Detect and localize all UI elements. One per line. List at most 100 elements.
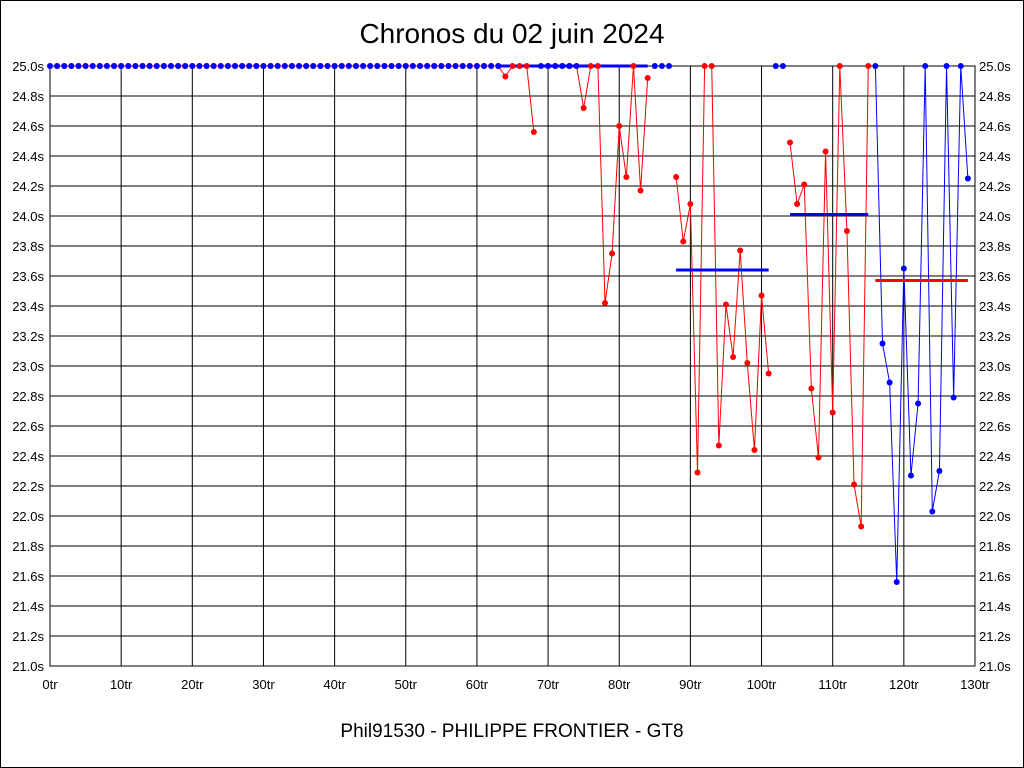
data-point bbox=[402, 63, 409, 69]
data-point bbox=[907, 472, 914, 479]
data-point bbox=[758, 292, 765, 299]
y-tick-label-left: 24.0s bbox=[12, 209, 44, 224]
data-point bbox=[89, 63, 96, 69]
data-point bbox=[360, 63, 367, 69]
data-point bbox=[466, 63, 473, 69]
data-point bbox=[516, 63, 523, 69]
chart-footer: Phil91530 - PHILIPPE FRONTIER - GT8 bbox=[340, 721, 684, 742]
y-tick-label-left: 21.4s bbox=[12, 599, 44, 614]
series-line bbox=[548, 65, 649, 304]
data-point bbox=[708, 63, 715, 69]
data-point bbox=[374, 63, 381, 69]
y-tick-label-left: 23.8s bbox=[12, 239, 44, 254]
data-point bbox=[502, 73, 509, 80]
series-line bbox=[874, 65, 969, 583]
data-point bbox=[865, 63, 872, 69]
y-tick-label-right: 22.6s bbox=[979, 419, 1011, 434]
data-point bbox=[338, 63, 345, 69]
data-point bbox=[388, 63, 395, 69]
data-point bbox=[765, 370, 772, 377]
data-point bbox=[523, 63, 530, 69]
data-point bbox=[324, 63, 331, 69]
y-tick-label-right: 21.8s bbox=[979, 539, 1011, 554]
y-tick-label-right: 24.2s bbox=[979, 179, 1011, 194]
data-point bbox=[96, 63, 103, 69]
data-point bbox=[900, 265, 907, 272]
y-tick-label-left: 25.0s bbox=[12, 59, 44, 74]
y-tick-label-right: 22.2s bbox=[979, 479, 1011, 494]
data-point bbox=[331, 63, 338, 69]
data-point bbox=[452, 63, 459, 69]
x-tick-label: 40tr bbox=[323, 677, 346, 692]
data-point bbox=[858, 523, 865, 530]
data-point bbox=[893, 579, 900, 585]
data-point bbox=[196, 63, 203, 69]
y-tick-label-left: 24.4s bbox=[12, 149, 44, 164]
data-point bbox=[658, 63, 665, 69]
data-point bbox=[957, 63, 964, 69]
data-point bbox=[125, 63, 132, 69]
data-point bbox=[438, 63, 445, 69]
data-point bbox=[915, 400, 922, 407]
data-point bbox=[950, 394, 957, 401]
data-point bbox=[274, 63, 281, 69]
y-tick-label-left: 23.0s bbox=[12, 359, 44, 374]
data-point bbox=[281, 63, 288, 69]
data-point bbox=[167, 63, 174, 69]
y-tick-label-right: 23.2s bbox=[979, 329, 1011, 344]
y-tick-label-left: 21.0s bbox=[12, 659, 44, 674]
data-point bbox=[537, 63, 544, 69]
y-tick-label-left: 23.6s bbox=[12, 269, 44, 284]
y-tick-label-right: 21.2s bbox=[979, 629, 1011, 644]
data-point bbox=[829, 409, 836, 416]
data-point bbox=[296, 63, 303, 69]
y-tick-label-left: 22.2s bbox=[12, 479, 44, 494]
data-point bbox=[964, 175, 971, 182]
data-point bbox=[431, 63, 438, 69]
y-tick-label-right: 22.8s bbox=[979, 389, 1011, 404]
data-point bbox=[787, 139, 793, 146]
x-tick-label: 90tr bbox=[679, 677, 702, 692]
y-tick-label-right: 24.0s bbox=[979, 209, 1011, 224]
y-tick-label-right: 23.0s bbox=[979, 359, 1011, 374]
data-point bbox=[189, 63, 196, 69]
data-point bbox=[473, 63, 480, 69]
data-point bbox=[217, 63, 224, 69]
y-tick-label-left: 23.4s bbox=[12, 299, 44, 314]
data-point bbox=[630, 63, 637, 69]
data-point bbox=[246, 63, 253, 69]
data-point bbox=[409, 63, 416, 69]
data-point bbox=[175, 63, 182, 69]
data-point bbox=[381, 63, 388, 69]
x-tick-label: 10tr bbox=[110, 677, 133, 692]
data-point bbox=[616, 123, 623, 129]
data-point bbox=[118, 63, 125, 69]
data-point bbox=[651, 63, 658, 69]
y-tick-label-left: 21.2s bbox=[12, 629, 44, 644]
data-point bbox=[545, 63, 552, 69]
data-point bbox=[687, 201, 694, 207]
data-point bbox=[132, 63, 139, 69]
data-point bbox=[715, 442, 722, 449]
data-point bbox=[552, 63, 559, 69]
y-tick-label-right: 22.0s bbox=[979, 509, 1011, 524]
data-point bbox=[722, 301, 729, 308]
data-point bbox=[843, 228, 850, 234]
data-point bbox=[772, 63, 779, 69]
data-point bbox=[822, 148, 829, 155]
series-line bbox=[789, 65, 869, 527]
y-tick-label-right: 21.6s bbox=[979, 569, 1011, 584]
x-tick-label: 70tr bbox=[537, 677, 560, 692]
data-point bbox=[737, 247, 744, 254]
y-tick-label-left: 22.4s bbox=[12, 449, 44, 464]
data-point bbox=[886, 379, 893, 386]
data-point bbox=[559, 63, 566, 69]
data-point bbox=[801, 181, 808, 188]
y-tick-label-right: 24.8s bbox=[979, 89, 1011, 104]
data-point bbox=[445, 63, 452, 69]
x-tick-label: 120tr bbox=[889, 677, 919, 692]
data-point bbox=[54, 63, 61, 69]
data-point bbox=[680, 238, 687, 245]
data-point bbox=[929, 508, 936, 515]
y-tick-label-left: 24.8s bbox=[12, 89, 44, 104]
